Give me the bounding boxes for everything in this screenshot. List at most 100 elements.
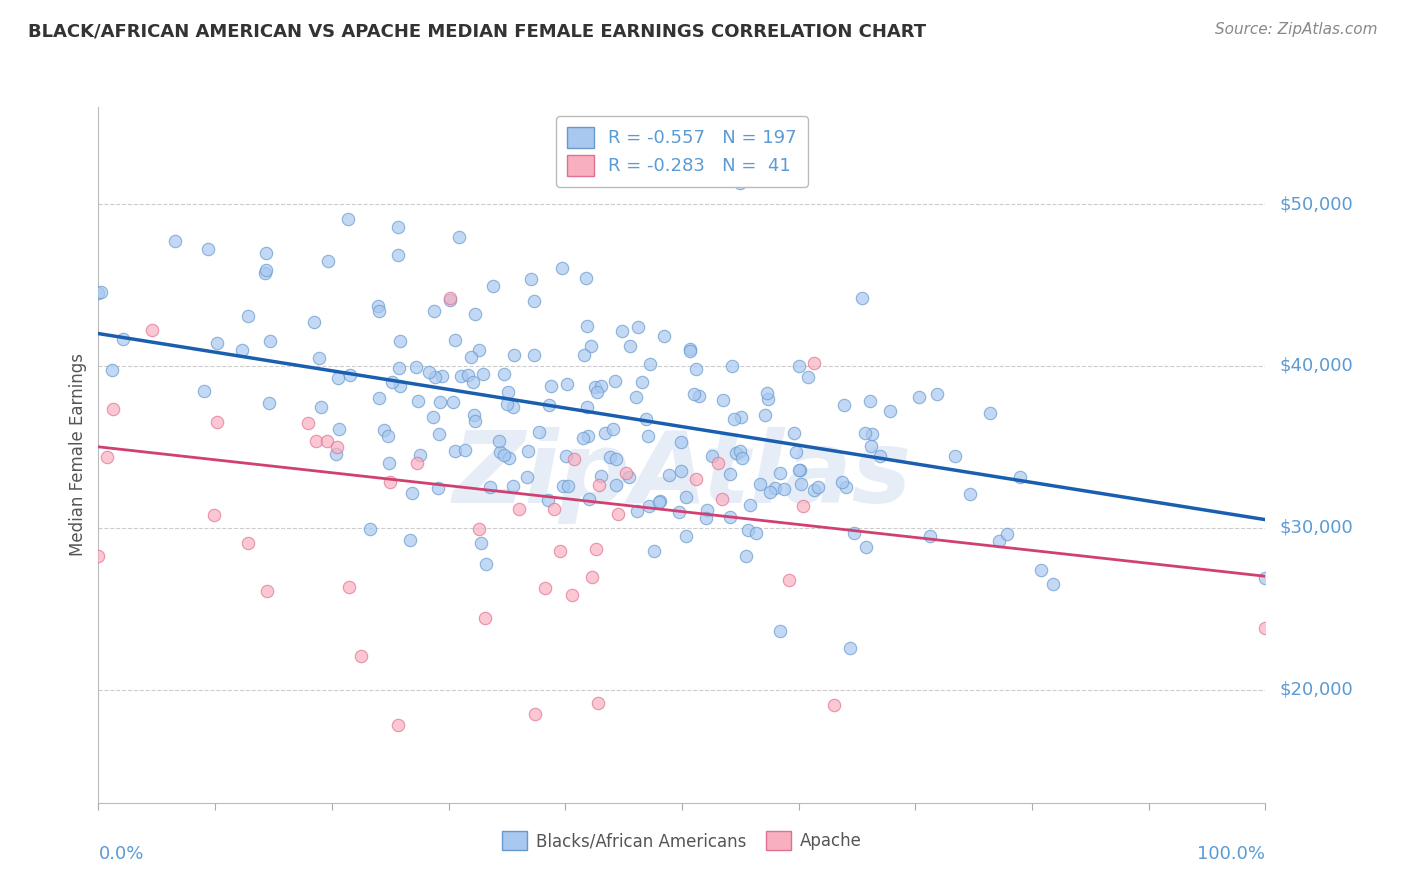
Point	[859, 440, 882, 454]
Point	[498, 450, 520, 465]
Point	[1254, 571, 1277, 585]
Point	[326, 440, 349, 454]
Point	[612, 324, 634, 338]
Text: ZipAtlas: ZipAtlas	[453, 427, 911, 524]
Point	[783, 426, 806, 441]
Point	[643, 543, 665, 558]
Point	[494, 448, 516, 462]
Point	[488, 444, 510, 458]
Point	[311, 400, 333, 414]
Point	[696, 503, 718, 517]
Point	[444, 333, 467, 347]
Point	[626, 504, 648, 518]
Point	[399, 533, 422, 547]
Point	[589, 378, 612, 392]
Point	[745, 525, 768, 540]
Y-axis label: Median Female Earnings: Median Female Earnings	[69, 353, 87, 557]
Point	[387, 718, 409, 732]
Point	[787, 463, 810, 477]
Point	[197, 242, 219, 256]
Point	[529, 425, 551, 440]
Point	[652, 328, 675, 343]
Point	[381, 375, 404, 389]
Point	[785, 445, 807, 459]
Point	[605, 477, 627, 491]
Point	[517, 444, 540, 458]
Point	[636, 412, 658, 426]
Point	[789, 463, 811, 477]
Text: Source: ZipAtlas.com: Source: ZipAtlas.com	[1215, 22, 1378, 37]
Point	[141, 323, 163, 337]
Point	[378, 475, 401, 489]
Point	[585, 385, 607, 400]
Point	[238, 536, 260, 550]
Legend: Blacks/African Americans, Apache: Blacks/African Americans, Apache	[496, 824, 868, 857]
Point	[920, 529, 942, 543]
Point	[328, 422, 350, 436]
Point	[605, 375, 627, 389]
Point	[591, 469, 613, 483]
Point	[789, 359, 811, 373]
Point	[253, 266, 276, 280]
Point	[439, 291, 461, 305]
Point	[576, 401, 599, 415]
Point	[467, 343, 489, 357]
Point	[602, 421, 624, 435]
Point	[475, 557, 498, 571]
Point	[927, 386, 949, 401]
Point	[439, 293, 461, 308]
Point	[731, 450, 754, 465]
Point	[538, 398, 561, 412]
Point	[388, 379, 411, 393]
Point	[326, 370, 349, 384]
Point	[498, 384, 520, 399]
Point	[551, 260, 574, 275]
Point	[855, 540, 877, 554]
Point	[688, 389, 710, 403]
Point	[987, 534, 1010, 549]
Point	[422, 409, 444, 424]
Point	[316, 253, 339, 268]
Point	[447, 230, 470, 244]
Point	[572, 431, 595, 445]
Point	[533, 581, 555, 595]
Point	[553, 479, 575, 493]
Point	[575, 271, 598, 285]
Point	[588, 477, 610, 491]
Point	[377, 429, 399, 443]
Point	[444, 443, 467, 458]
Point	[707, 456, 730, 470]
Point	[254, 262, 277, 277]
Point	[492, 367, 515, 381]
Point	[599, 450, 621, 465]
Point	[202, 508, 225, 522]
Point	[823, 698, 845, 712]
Point	[163, 234, 186, 248]
Point	[502, 478, 524, 492]
Point	[96, 450, 118, 464]
Text: $40,000: $40,000	[1279, 357, 1353, 375]
Point	[429, 394, 451, 409]
Point	[695, 511, 717, 525]
Point	[723, 411, 745, 425]
Point	[605, 451, 627, 466]
Point	[1010, 470, 1032, 484]
Point	[516, 470, 538, 484]
Point	[523, 293, 546, 308]
Point	[578, 491, 600, 506]
Point	[408, 448, 430, 462]
Point	[401, 485, 423, 500]
Point	[193, 384, 215, 398]
Point	[769, 466, 792, 480]
Point	[658, 467, 681, 482]
Point	[350, 648, 373, 663]
Point	[685, 472, 707, 486]
Point	[87, 549, 110, 564]
Point	[471, 367, 494, 381]
Point	[378, 456, 401, 470]
Point	[423, 303, 446, 318]
Point	[238, 309, 260, 323]
Point	[427, 481, 450, 495]
Point	[728, 443, 751, 458]
Point	[675, 490, 697, 504]
